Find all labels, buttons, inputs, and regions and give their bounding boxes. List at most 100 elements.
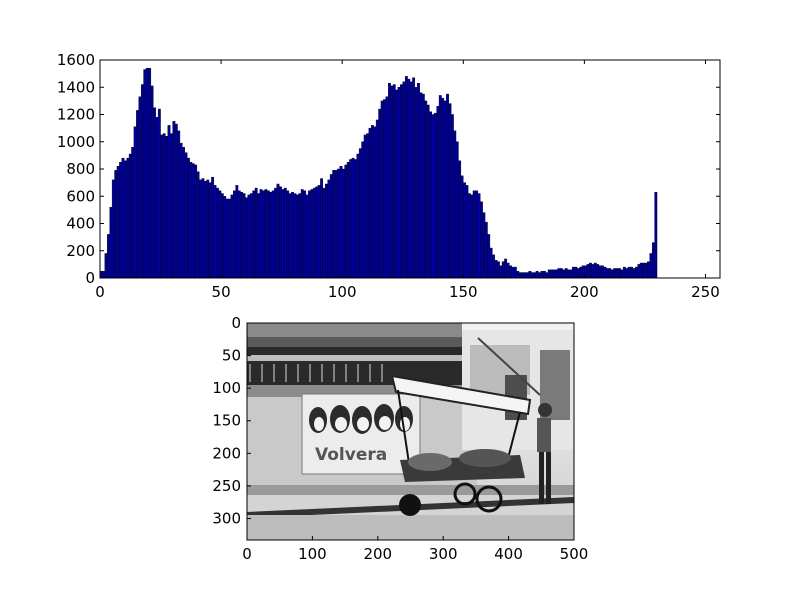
histogram-bar bbox=[533, 272, 537, 279]
histogram-bar bbox=[545, 272, 549, 279]
histogram-bar bbox=[295, 194, 299, 279]
histogram-y-ticks: 0 200 400 600 800 1000 1200 1400 1600 bbox=[57, 51, 720, 287]
histogram-bar bbox=[170, 133, 173, 279]
y-tick-label: 1600 bbox=[57, 51, 95, 69]
histogram-bar bbox=[363, 134, 367, 279]
histogram-bar bbox=[124, 160, 127, 279]
image-y-tick-label: 0 bbox=[231, 314, 241, 332]
histogram-bar bbox=[482, 212, 486, 279]
histogram-bar bbox=[143, 69, 147, 279]
histogram-bar bbox=[509, 265, 512, 279]
histogram-bar bbox=[647, 261, 650, 279]
x-tick-label: 100 bbox=[328, 283, 357, 301]
histogram-bar bbox=[402, 81, 406, 279]
histogram-bar bbox=[346, 161, 350, 279]
histogram-bar bbox=[572, 266, 575, 279]
histogram-bar bbox=[472, 190, 476, 279]
histogram-bar bbox=[274, 187, 278, 279]
histogram-bar bbox=[649, 253, 653, 279]
histogram-bar bbox=[320, 178, 324, 279]
histogram-bar bbox=[419, 92, 423, 279]
histogram-bar bbox=[257, 193, 261, 279]
histogram-bar bbox=[220, 193, 224, 279]
histogram-bar bbox=[133, 126, 137, 279]
histogram-bar bbox=[361, 141, 365, 279]
histogram-bar bbox=[434, 112, 437, 279]
histogram-bar bbox=[218, 190, 222, 279]
histogram-bar bbox=[206, 179, 210, 279]
histogram-bar bbox=[458, 160, 462, 279]
histogram-bar bbox=[511, 266, 515, 279]
histogram-bar bbox=[262, 190, 265, 279]
histogram-bar bbox=[654, 191, 658, 279]
y-tick-label: 0 bbox=[85, 269, 95, 287]
histogram-bar bbox=[618, 268, 621, 279]
histogram-bar bbox=[303, 190, 307, 279]
y-tick-label: 1000 bbox=[57, 133, 95, 151]
y-tick-label: 800 bbox=[66, 160, 95, 178]
histogram-bar bbox=[610, 269, 614, 279]
histogram-bar bbox=[441, 97, 445, 279]
histogram-bar bbox=[535, 270, 539, 279]
histogram-bar bbox=[286, 190, 290, 279]
image-y-tick-label: 100 bbox=[212, 379, 241, 397]
histogram-bar bbox=[225, 198, 229, 279]
histogram-bar bbox=[213, 185, 217, 279]
histogram-bar bbox=[317, 185, 321, 279]
histogram-bar bbox=[269, 191, 273, 279]
histogram-bar bbox=[651, 242, 655, 279]
histogram-bar bbox=[107, 234, 110, 279]
histogram-bar bbox=[404, 76, 408, 279]
histogram-bar bbox=[506, 262, 510, 279]
histogram-bar bbox=[446, 93, 449, 279]
histogram-bar bbox=[240, 191, 244, 279]
histogram-bar bbox=[567, 269, 571, 279]
histogram-bar bbox=[194, 164, 198, 279]
histogram-bar bbox=[390, 85, 394, 279]
histogram-bar bbox=[368, 127, 372, 279]
histogram-bar bbox=[608, 268, 612, 279]
histogram-bar bbox=[114, 170, 118, 279]
histogram-bar bbox=[429, 111, 433, 279]
histogram-bar bbox=[121, 157, 125, 279]
histogram-bar bbox=[264, 189, 268, 279]
histogram-bar bbox=[586, 264, 590, 279]
histogram-bar bbox=[327, 179, 331, 279]
image-y-tick-label: 50 bbox=[222, 347, 241, 365]
histogram-bar bbox=[356, 153, 360, 279]
histogram-axes: 0 50 100 150 200 250 0 200 400 600 800 1000 1200 140… bbox=[57, 51, 721, 301]
histogram-bar bbox=[358, 148, 362, 279]
histogram-bar bbox=[337, 168, 340, 279]
histogram-bar bbox=[211, 176, 215, 279]
histogram-bar bbox=[414, 87, 418, 279]
y-tick-label: 1200 bbox=[57, 106, 95, 124]
x-tick-label: 250 bbox=[691, 283, 720, 301]
histogram-bar bbox=[279, 186, 282, 279]
histogram-bar bbox=[373, 126, 377, 279]
histogram-bar bbox=[199, 179, 202, 279]
histogram-bar bbox=[632, 268, 636, 279]
histogram-bar bbox=[310, 189, 314, 279]
histogram-bar bbox=[625, 268, 629, 279]
histogram-bar bbox=[378, 108, 382, 279]
histogram-bar bbox=[557, 268, 561, 279]
x-tick-label: 50 bbox=[212, 283, 231, 301]
histogram-bar bbox=[576, 268, 580, 279]
histogram-bar bbox=[371, 125, 374, 279]
image-axes: Volvera 0 100 200 300 400 500 0 50 bbox=[212, 314, 588, 563]
image-y-ticks: 0 50 100 150 200 250 300 bbox=[212, 314, 251, 527]
histogram-bar bbox=[615, 268, 619, 279]
histogram-bar bbox=[400, 84, 403, 279]
histogram-bar bbox=[547, 269, 551, 279]
histogram-bar bbox=[530, 272, 534, 279]
histogram-bar bbox=[601, 265, 604, 279]
histogram-bar bbox=[228, 198, 231, 279]
histogram-bar bbox=[470, 194, 474, 279]
histogram-bar bbox=[380, 100, 384, 279]
image-x-tick-label: 300 bbox=[429, 545, 458, 563]
histogram-bar bbox=[191, 163, 195, 279]
histogram-bar bbox=[460, 175, 464, 279]
histogram-bar bbox=[521, 272, 525, 279]
histogram-bar bbox=[407, 78, 411, 279]
histogram-bar bbox=[596, 264, 600, 279]
